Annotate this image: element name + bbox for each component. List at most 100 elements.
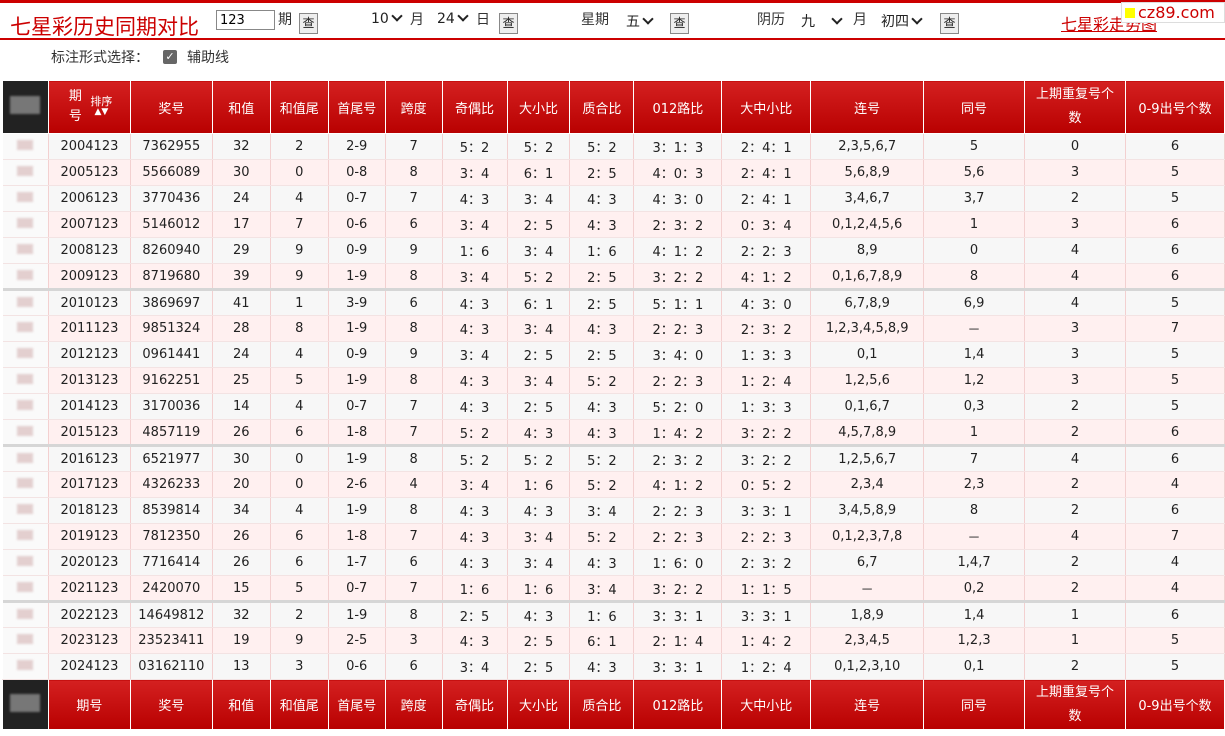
query-issue-button[interactable]: 查 [299,13,318,34]
row-icon-cell [2,523,49,550]
cell-consecutive: 5,6,8,9 [810,159,925,186]
cell-head-tail: 1-7 [328,549,386,576]
row-icon-cell [2,341,49,368]
header-big-small: 大小比 [506,80,571,134]
cell-count: 4 [1125,575,1225,602]
row-icon-cell [2,549,49,576]
cell-count: 6 [1125,133,1225,160]
cell-repeat: 2 [1024,575,1126,602]
issue-input[interactable] [216,10,275,30]
cell-same: 7 [923,444,1025,472]
cell-issue: 2018123 [48,497,131,524]
cell-same: 8 [923,497,1025,524]
cell-prime-composite: 4：3 [569,549,635,576]
cell-odd-even: 2：5 [442,600,508,628]
lunar-day-select[interactable]: 初四 [881,11,923,31]
cell-big-small: 2：5 [507,393,571,420]
cell-repeat: 2 [1024,653,1126,680]
cell-consecutive: 6,7,8,9 [810,288,925,316]
table-row: 2011123 9851324 28 8 1-9 8 4：3 3：4 4：3 2：2：3 2：3：2… [2,315,1225,342]
cell-sum: 17 [212,211,271,238]
cell-span: 8 [385,600,443,628]
chevron-down-icon [642,13,654,25]
header-sum: 和值 [211,80,271,134]
cell-repeat: 4 [1024,263,1126,290]
cell-prime-composite: 3：4 [569,497,635,524]
cell-012: 1：6：0 [633,549,723,576]
guideline-checkbox[interactable]: ✓ [163,50,177,64]
cell-repeat: 3 [1024,367,1126,394]
cell-sum-tail: 2 [270,133,329,160]
query-date-button[interactable]: 查 [499,13,518,34]
cell-prime-composite: 5：2 [569,444,635,472]
cell-012: 2：3：2 [633,211,723,238]
cell-issue: 2024123 [48,653,131,680]
header-number: 奖号 [129,80,213,134]
week-select[interactable]: 五 [626,11,654,31]
cell-big-small: 3：4 [507,367,571,394]
sort-control[interactable]: 排序 ▲▼ [90,95,113,117]
cell-odd-even: 4：3 [442,288,508,316]
cell-number: 3770436 [130,185,213,212]
cell-same: 8 [923,263,1025,290]
cell-number: 14649812 [130,600,213,628]
cell-sum-tail: 3 [270,653,329,680]
cell-issue: 2019123 [48,523,131,550]
cell-count: 6 [1125,444,1225,472]
cell-012: 2：2：3 [633,367,723,394]
month-select[interactable]: 10 [371,10,403,27]
cell-sum-tail: 4 [270,393,329,420]
footer-big-mid-small: 大中小比 [721,679,812,730]
cell-issue: 2008123 [48,237,131,264]
cell-sum: 24 [212,185,271,212]
header-span: 跨度 [384,80,443,134]
cell-odd-even: 4：3 [442,549,508,576]
footer-prime-composite: 质合比 [569,679,635,730]
cell-span: 7 [385,575,443,602]
cell-consecutive: 3,4,5,8,9 [810,497,925,524]
cell-sum: 39 [212,263,271,290]
table-row: 2016123 6521977 30 0 1-9 8 5：2 5：2 5：2 2：3：2 3：2：2… [2,444,1225,472]
cell-sum: 26 [212,523,271,550]
cell-odd-even: 5：2 [442,419,508,446]
cell-big-mid-small: 1：3：3 [721,341,812,368]
cell-odd-even: 3：4 [442,341,508,368]
table-row: 2024123 03162110 13 3 0-6 6 3：4 2：5 4：3 3：3：1 1：2：… [2,653,1225,680]
cell-head-tail: 1-9 [328,263,386,290]
cell-prime-composite: 2：5 [569,288,635,316]
cell-prime-composite: 4：3 [569,185,635,212]
row-icon-cell [2,653,49,680]
cell-same: － [923,315,1025,342]
cell-sum-tail: 0 [270,471,329,498]
cell-prime-composite: 5：2 [569,471,635,498]
cell-number: 6521977 [130,444,213,472]
header-issue[interactable]: 期号排序 ▲▼ [47,80,131,134]
cell-prime-composite: 2：5 [569,341,635,368]
footer-012: 012路比 [633,679,723,730]
cell-prime-composite: 3：4 [569,575,635,602]
cell-big-mid-small: 0：3：4 [721,211,812,238]
query-week-button[interactable]: 查 [670,13,689,34]
row-icon-cell [2,159,49,186]
cell-sum-tail: 8 [270,315,329,342]
cell-sum-tail: 5 [270,575,329,602]
cell-head-tail: 1-8 [328,419,386,446]
table-row: 2014123 3170036 14 4 0-7 7 4：3 2：5 4：3 5：2：0 1：3：3… [2,393,1225,420]
cell-count: 6 [1125,419,1225,446]
cell-odd-even: 4：3 [442,627,508,654]
row-thumb-icon [17,374,34,384]
cell-issue: 2015123 [48,419,131,446]
query-lunar-button[interactable]: 查 [940,13,959,34]
day-select[interactable]: 24 [437,10,469,27]
row-thumb-icon [17,348,34,358]
cell-head-tail: 3-9 [328,288,386,316]
cell-012: 3：4：0 [633,341,723,368]
cell-sum: 19 [212,627,271,654]
cell-span: 8 [385,263,443,290]
cell-repeat: 2 [1024,549,1126,576]
row-icon-cell [2,288,49,316]
lunar-month-select[interactable]: 九 [801,11,843,31]
cell-count: 7 [1125,523,1225,550]
cell-head-tail: 0-9 [328,341,386,368]
cell-consecutive: 1,2,3,4,5,8,9 [810,315,925,342]
